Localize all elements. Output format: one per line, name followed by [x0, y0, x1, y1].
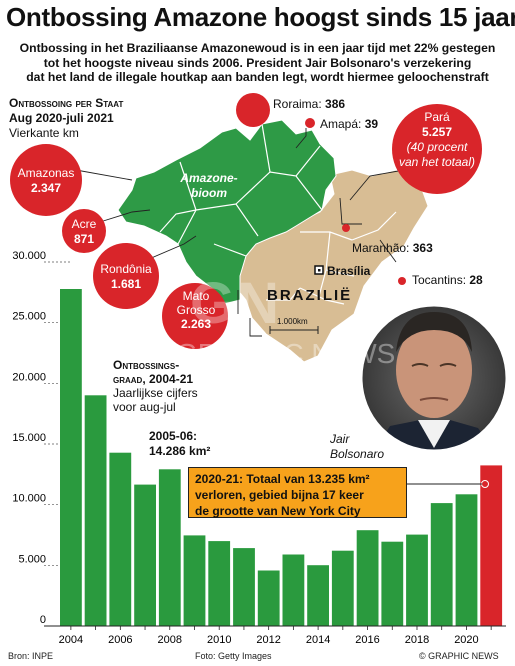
page-title: Ontbossing Amazone hoogst sinds 15 jaar	[6, 2, 515, 32]
chart-heading: Ontbossings- graad, 2004-21	[113, 358, 193, 386]
chart-subheading: Jaarlijkse cijfers voor aug-jul	[113, 386, 198, 414]
x-tick-label: 2004	[59, 634, 83, 646]
bubble-para	[392, 104, 482, 194]
x-tick-label: 2018	[405, 634, 429, 646]
bubble-label-mato-grosso: Mato Grosso 2.263	[176, 289, 216, 331]
bubble-rondonia	[93, 243, 159, 309]
x-tick-label: 2020	[454, 634, 478, 646]
chart-bars	[60, 289, 503, 626]
map-heading: Ontbossoing per Staat	[9, 96, 124, 110]
bubble-maranhao	[342, 224, 350, 232]
capital-label: Brasília	[327, 264, 371, 278]
x-tick-label: 2012	[256, 634, 280, 646]
amazon-biome	[117, 119, 337, 305]
callout-line-1: 2020-21: Totaal van 13.235 km²	[195, 472, 370, 486]
bar-2021	[480, 465, 503, 626]
state-label-tocantins: Tocantins: 28	[412, 273, 483, 287]
bar-2011	[233, 548, 255, 626]
x-tick-label: 2010	[207, 634, 231, 646]
bubble-amapa	[305, 118, 315, 128]
state-borders	[159, 123, 397, 305]
x-tick-label: 2016	[355, 634, 379, 646]
chart-axes: 0 5.000 10.000 15.000 20.000 25.000 30.000 2004…	[12, 250, 506, 646]
map-period: Aug 2020-juli 2021	[9, 111, 114, 125]
callout-line-2: verloren, gebied bijna 17 keer	[195, 488, 364, 502]
bubble-label-para: Pará 5.257 (40 procent van het totaal)	[398, 110, 476, 169]
bar-2014	[307, 565, 329, 626]
bar-2016	[356, 530, 379, 626]
bar-2019	[430, 503, 453, 626]
chart-heading-line-2: graad, 2004-21	[113, 372, 194, 386]
chart-grid	[44, 261, 72, 566]
bar-2012	[257, 570, 280, 626]
source-data: Bron: INPE	[8, 651, 54, 661]
bar-2009	[183, 535, 206, 626]
bolsonaro-portrait	[359, 303, 509, 453]
callout-2021: 2020-21: Totaal van 13.235 km² verloren,…	[188, 467, 407, 518]
person-caption: Jair Bolsonaro	[330, 432, 384, 462]
bubble-label-acre: Acre 871	[71, 217, 97, 246]
x-tick-label: 2006	[108, 634, 132, 646]
bubble-mato-grosso	[162, 283, 228, 349]
annotation-2006-line-2: 14.286 km²	[149, 444, 211, 458]
bar-2010	[208, 541, 231, 626]
amazon-biome-label: Amazone- bioom	[174, 171, 244, 201]
y-tick-label: 30.000	[12, 250, 46, 262]
y-tick-label: 15.000	[12, 432, 46, 444]
state-label-maranhao: Maranhão: 363	[352, 241, 433, 255]
annotation-2006-line-1: 2005-06:	[149, 429, 198, 443]
callout-line-3: de grootte van New York City	[195, 504, 361, 518]
bar-2018	[406, 534, 428, 626]
y-tick-label: 20.000	[12, 371, 46, 383]
y-tick-label: 5.000	[18, 553, 46, 565]
bubble-label-amazonas: Amazonas 2.347	[17, 166, 75, 195]
amazon-label-line-2: bioom	[191, 186, 227, 200]
subtitle: Ontbossing in het Braziliaanse Amazonewo…	[0, 41, 515, 85]
bar-2006	[109, 452, 132, 626]
bubble-tocantins	[398, 277, 406, 285]
y-tick-label: 25.000	[12, 311, 46, 323]
bubble-roraima	[236, 93, 270, 127]
y-tick-label: 10.000	[12, 493, 46, 505]
country-label: BRAZILIË	[267, 287, 353, 304]
map-unit: Vierkante km	[9, 126, 79, 140]
subtitle-line-3: dat het land de illegale houtkap aan ban…	[26, 70, 489, 84]
source-copyright: © GRAPHIC NEWS	[419, 651, 499, 661]
amazon-label-line-1: Amazone-	[180, 171, 238, 185]
source-photo: Foto: Getty Images	[195, 651, 272, 661]
bubble-label-rondonia: Rondônia 1.681	[100, 262, 152, 291]
brazil-map	[75, 104, 429, 363]
state-bubbles	[10, 93, 489, 488]
x-tick-label: 2008	[158, 634, 182, 646]
bubble-amazonas	[10, 144, 82, 216]
chart-sub-line-2: voor aug-jul	[113, 400, 176, 414]
person-caption-line-2: Bolsonaro	[330, 447, 385, 461]
watermark-text: GRAPHIC NEWS	[176, 338, 396, 369]
chart-heading-line-1: Ontbossings-	[113, 358, 180, 372]
scale-label: 1.000km	[277, 317, 308, 326]
x-tick-label: 2014	[306, 634, 330, 646]
bar-2007	[134, 484, 156, 626]
bubble-acre	[62, 209, 106, 253]
subtitle-line-1: Ontbossing in het Braziliaanse Amazonewo…	[19, 41, 496, 55]
y-tick-label: 0	[40, 614, 46, 626]
subtitle-line-2: tot het hoogste niveau sinds 2006. Presi…	[43, 55, 472, 70]
bar-2005	[84, 395, 107, 626]
bubble-2021-marker	[481, 480, 489, 488]
annotation-2006: 2005-06: 14.286 km²	[149, 429, 210, 459]
bar-2017	[381, 541, 404, 626]
bar-2020	[455, 494, 478, 626]
bar-2013	[282, 554, 305, 626]
state-label-amapa: Amapá: 39	[320, 117, 379, 131]
chart-sub-line-1: Jaarlijkse cijfers	[113, 386, 198, 400]
person-caption-line-1: Jair	[330, 432, 350, 446]
watermark-logo: GN	[190, 271, 281, 336]
bar-2004	[60, 289, 82, 626]
bar-2015	[331, 550, 354, 626]
state-label-roraima: Roraima: 386	[273, 97, 346, 111]
bar-2008	[158, 469, 181, 626]
